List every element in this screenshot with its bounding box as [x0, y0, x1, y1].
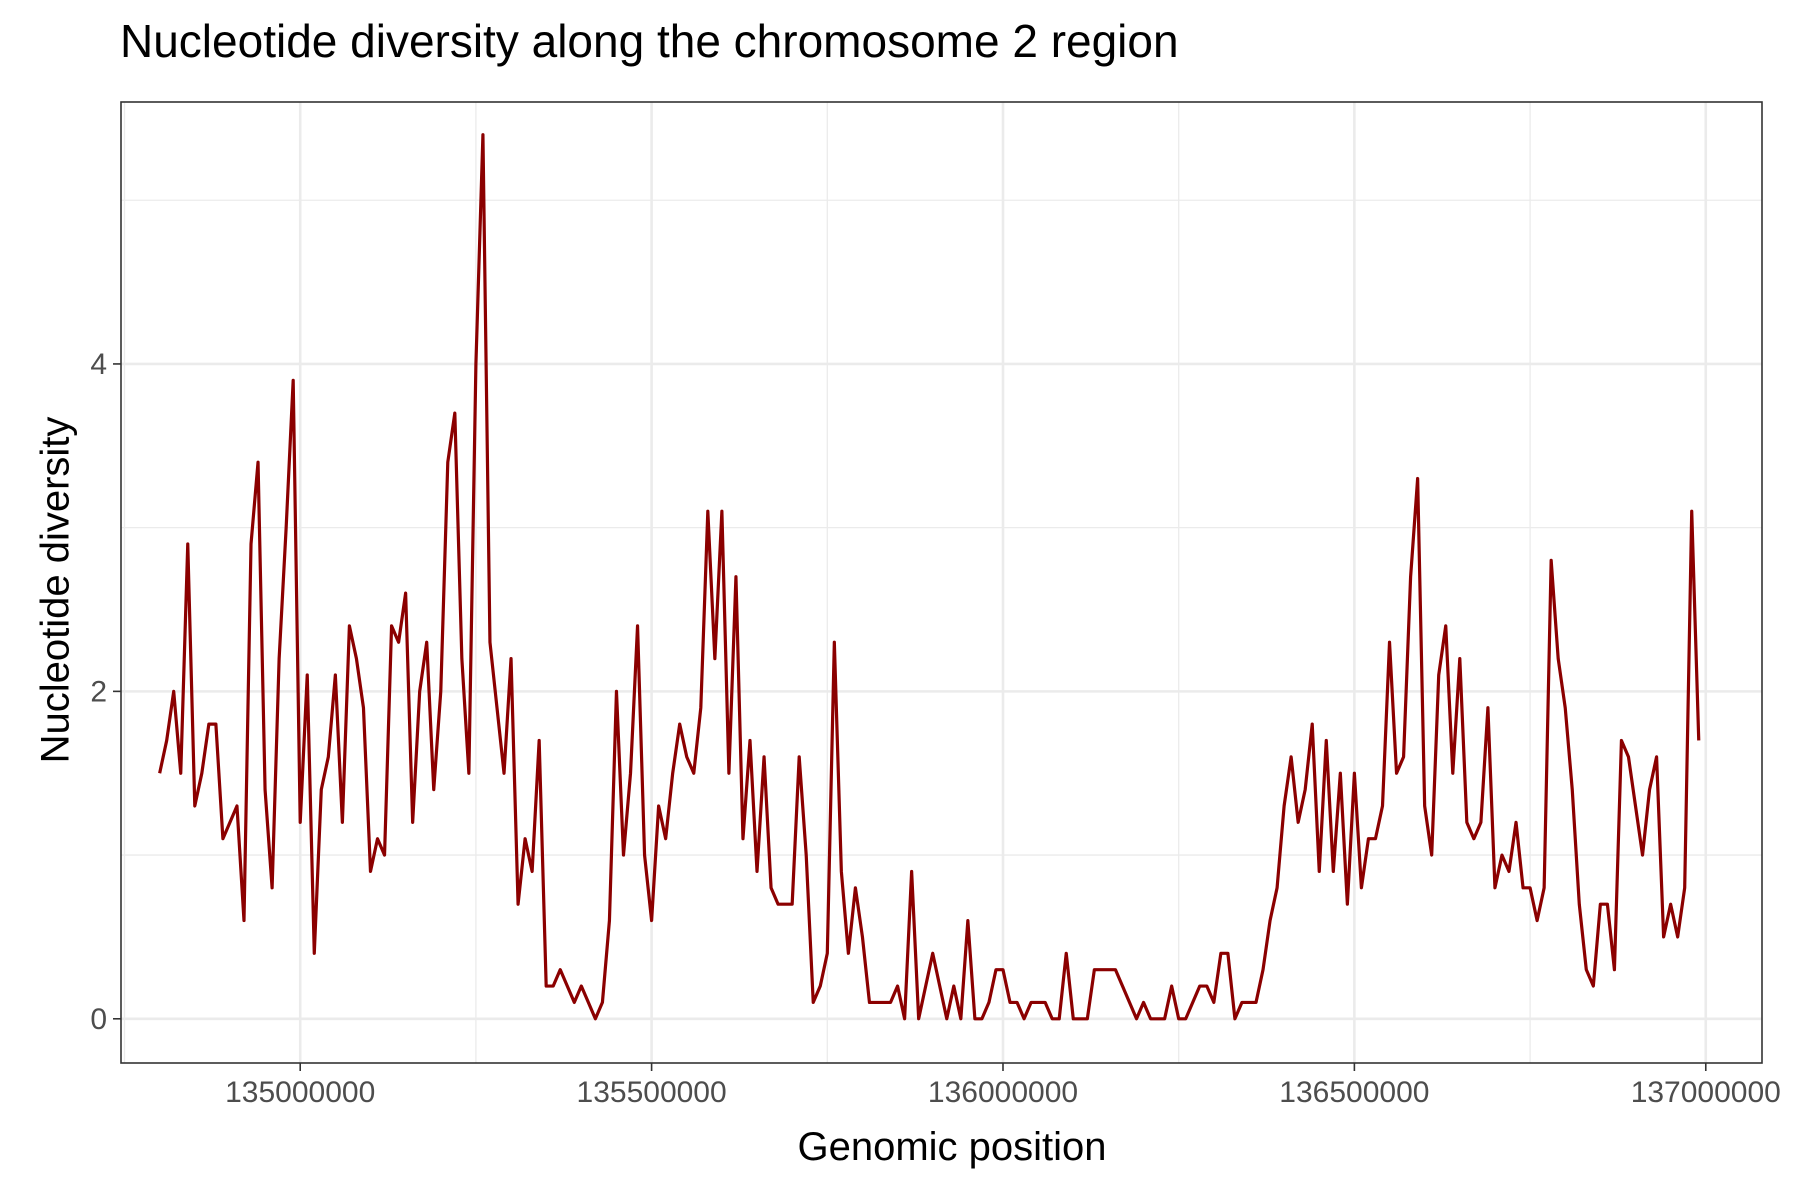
y-tick-label: 2 — [90, 675, 107, 708]
series-layer — [158, 133, 1701, 1021]
x-tick-label: 135500000 — [577, 1076, 727, 1109]
x-tick-label: 135000000 — [225, 1076, 375, 1109]
axis-ticks — [113, 363, 1707, 1071]
y-tick-label: 4 — [90, 348, 107, 381]
x-tick-label: 137000000 — [1631, 1076, 1781, 1109]
x-tick-label: 136500000 — [1279, 1076, 1429, 1109]
y-axis-label: Nucleotide diversity — [33, 416, 78, 764]
x-axis-label-text: Genomic position — [797, 1125, 1107, 1169]
chart-title: Nucleotide diversity along the chromosom… — [120, 15, 1179, 67]
minor-gridlines — [121, 102, 1762, 1063]
y-tick-label: 0 — [90, 1003, 107, 1036]
x-tick-label: 136000000 — [928, 1076, 1078, 1109]
tick-labels: 135000000 135500000 136000000 136500000 1370… — [90, 348, 1781, 1109]
panel-border — [120, 101, 1763, 1064]
major-gridlines — [121, 102, 1762, 1063]
x-axis-label: Genomic position — [0, 1125, 1800, 1170]
series-line — [158, 133, 1701, 1021]
